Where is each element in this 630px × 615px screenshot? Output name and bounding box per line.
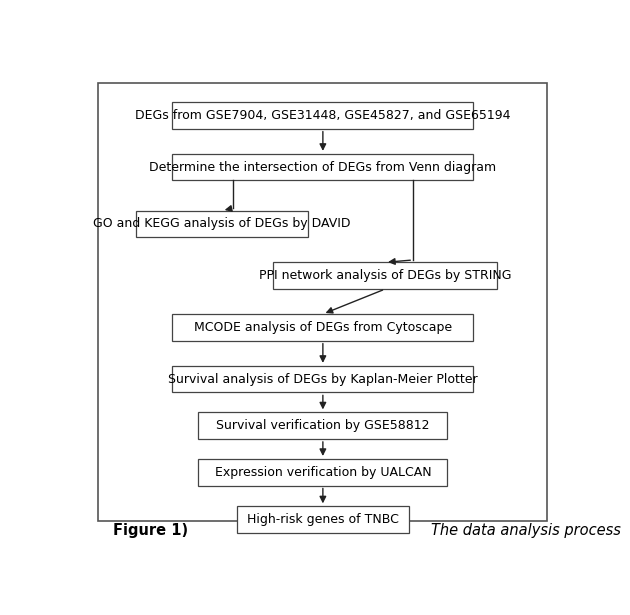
Text: Survival verification by GSE58812: Survival verification by GSE58812	[216, 419, 430, 432]
Text: MCODE analysis of DEGs from Cytoscape: MCODE analysis of DEGs from Cytoscape	[194, 321, 452, 334]
FancyBboxPatch shape	[173, 102, 473, 129]
FancyBboxPatch shape	[173, 314, 473, 341]
FancyBboxPatch shape	[173, 154, 473, 180]
Text: The data analysis process: The data analysis process	[431, 523, 621, 538]
FancyBboxPatch shape	[173, 366, 473, 392]
FancyBboxPatch shape	[198, 412, 447, 439]
Text: PPI network analysis of DEGs by STRING: PPI network analysis of DEGs by STRING	[259, 269, 512, 282]
Text: Determine the intersection of DEGs from Venn diagram: Determine the intersection of DEGs from …	[149, 161, 496, 173]
FancyBboxPatch shape	[198, 459, 447, 486]
FancyBboxPatch shape	[237, 506, 409, 533]
FancyBboxPatch shape	[136, 210, 308, 237]
Text: Survival analysis of DEGs by Kaplan-Meier Plotter: Survival analysis of DEGs by Kaplan-Meie…	[168, 373, 478, 386]
Text: Expression verification by UALCAN: Expression verification by UALCAN	[215, 466, 431, 478]
Text: DEGs from GSE7904, GSE31448, GSE45827, and GSE65194: DEGs from GSE7904, GSE31448, GSE45827, a…	[135, 109, 511, 122]
Text: GO and KEGG analysis of DEGs by DAVID: GO and KEGG analysis of DEGs by DAVID	[93, 218, 351, 231]
FancyBboxPatch shape	[98, 83, 547, 522]
Text: Figure 1): Figure 1)	[113, 523, 193, 538]
FancyBboxPatch shape	[273, 263, 497, 289]
Text: High-risk genes of TNBC: High-risk genes of TNBC	[247, 513, 399, 526]
